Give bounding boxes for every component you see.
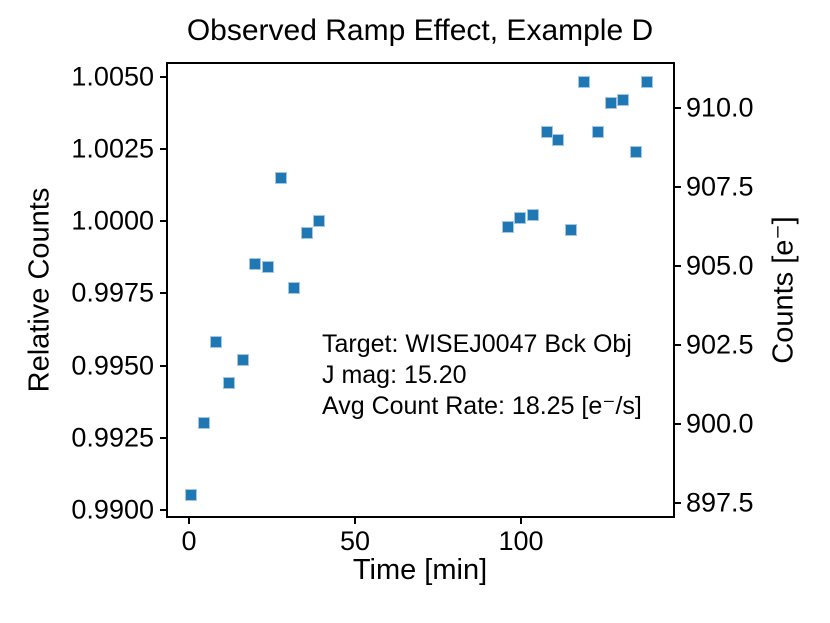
data-point [540, 125, 553, 138]
y-tick-label-left: 1.0025 [71, 133, 154, 164]
y-tick-right [673, 186, 681, 189]
y-tick-label-left: 0.9975 [71, 277, 154, 308]
y-tick-label-right: 897.5 [686, 487, 754, 518]
y-tick-label-right: 910.0 [686, 92, 754, 123]
chart-title: Observed Ramp Effect, Example D [186, 14, 654, 47]
y-tick-label-left: 1.0050 [71, 61, 154, 92]
y-tick-right [673, 502, 681, 505]
data-point [287, 281, 300, 294]
data-point [617, 93, 630, 106]
x-tick [188, 516, 190, 524]
data-point [565, 223, 578, 236]
y-tick-right [673, 265, 681, 268]
y-axis-label-left: Relative Counts [23, 187, 56, 393]
data-point [527, 209, 540, 222]
plot-area [166, 62, 675, 518]
data-point [222, 376, 235, 389]
y-tick-label-right: 905.0 [686, 250, 754, 281]
y-tick-left [160, 364, 168, 367]
y-tick-right [673, 107, 681, 110]
y-tick-label-right: 907.5 [686, 171, 754, 202]
y-axis-label-right: Counts [e⁻] [767, 216, 800, 364]
x-tick-label: 50 [339, 526, 371, 556]
data-point [210, 336, 223, 349]
y-tick-label-left: 1.0000 [71, 205, 154, 236]
data-point [184, 489, 197, 502]
annotation-line-jmag: J mag: 15.20 [322, 361, 467, 389]
data-point [313, 215, 326, 228]
annotation-line-count-rate: Avg Count Rate: 18.25 [e⁻/s] [322, 392, 642, 420]
y-tick-left [160, 292, 168, 295]
y-tick-left [160, 75, 168, 78]
y-tick-left [160, 508, 168, 511]
data-point [591, 125, 604, 138]
y-tick-label-right: 900.0 [686, 408, 754, 439]
y-tick-left [160, 220, 168, 223]
y-tick-label-right: 902.5 [686, 329, 754, 360]
data-point [578, 76, 591, 89]
data-point [641, 76, 654, 89]
y-tick-right [673, 423, 681, 426]
y-tick-left [160, 147, 168, 150]
annotation-box: Target: WISEJ0047 Bck Obj J mag: 15.20 A… [322, 329, 642, 422]
data-point [274, 171, 287, 184]
x-tick-label: 100 [498, 526, 544, 556]
data-point [604, 96, 617, 109]
data-point [249, 258, 262, 271]
x-tick [354, 516, 356, 524]
y-tick-label-left: 0.9925 [71, 422, 154, 453]
data-point [501, 220, 514, 233]
data-point [629, 145, 642, 158]
annotation-line-target: Target: WISEJ0047 Bck Obj [322, 330, 632, 358]
y-tick-label-left: 0.9900 [71, 494, 154, 525]
x-tick [520, 516, 522, 524]
data-point [300, 226, 313, 239]
y-tick-label-left: 0.9950 [71, 350, 154, 380]
y-tick-right [673, 344, 681, 347]
x-tick-label: 0 [181, 526, 197, 556]
data-point [514, 212, 527, 225]
data-point [552, 134, 565, 147]
data-point [197, 417, 210, 430]
data-point [237, 353, 250, 366]
y-tick-left [160, 436, 168, 439]
x-axis-label: Time [min] [352, 554, 488, 586]
data-point [261, 261, 274, 274]
